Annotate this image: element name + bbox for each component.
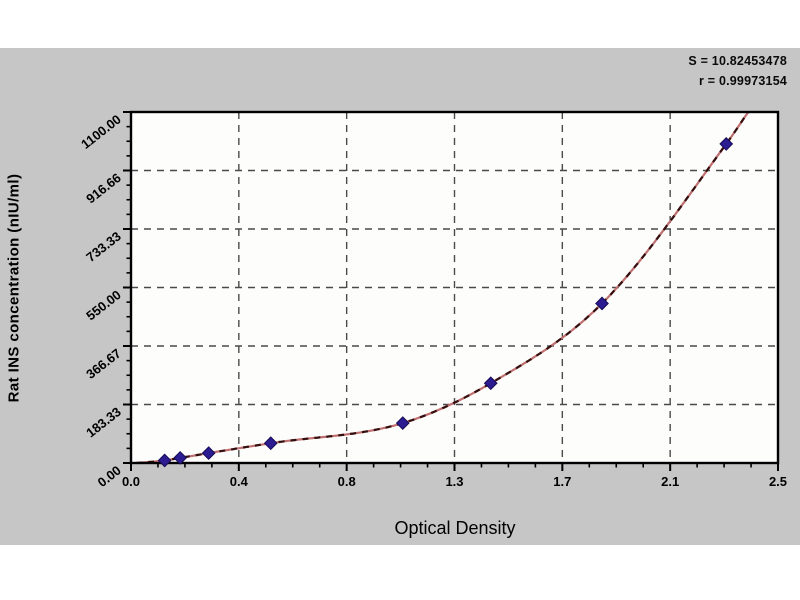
x-tick-label: 0.8 bbox=[338, 474, 356, 489]
x-tick-label: 1.3 bbox=[445, 474, 463, 489]
data-point-marker bbox=[483, 376, 498, 391]
fit-stat-r: r = 0.99973154 bbox=[699, 74, 787, 88]
fit-statistics: S = 10.82453478 r = 0.99973154 bbox=[688, 51, 787, 91]
x-tick-label: 2.1 bbox=[661, 474, 679, 489]
y-axis-title: Rat INS concentration (nIU/ml) bbox=[5, 173, 23, 403]
y-tick-label: 0.00 bbox=[95, 463, 124, 490]
y-tick-label: 1100.00 bbox=[78, 112, 124, 152]
x-tick-label: 0.0 bbox=[122, 474, 140, 489]
y-tick-label: 916.66 bbox=[83, 170, 124, 206]
x-axis-title: Optical Density bbox=[394, 518, 516, 538]
x-tick-label: 1.7 bbox=[553, 474, 571, 489]
y-tick-label: 366.67 bbox=[83, 346, 124, 382]
fit-stat-s: S = 10.82453478 bbox=[688, 54, 787, 68]
data-point-marker bbox=[173, 450, 188, 465]
plot-border bbox=[129, 110, 780, 465]
data-point-marker bbox=[157, 453, 172, 468]
data-point-marker bbox=[595, 296, 609, 311]
x-tick-label: 2.5 bbox=[769, 474, 787, 489]
data-point-marker bbox=[201, 446, 216, 461]
y-tick-label: 733.33 bbox=[83, 229, 124, 265]
data-point-marker bbox=[263, 436, 278, 451]
y-tick-label: 550.00 bbox=[83, 287, 124, 323]
data-point-marker bbox=[719, 137, 734, 151]
x-tick-label: 0.4 bbox=[230, 474, 249, 489]
data-point-marker bbox=[395, 416, 410, 431]
standard-curve-line bbox=[136, 111, 750, 465]
y-tick-label: 183.33 bbox=[83, 404, 124, 440]
